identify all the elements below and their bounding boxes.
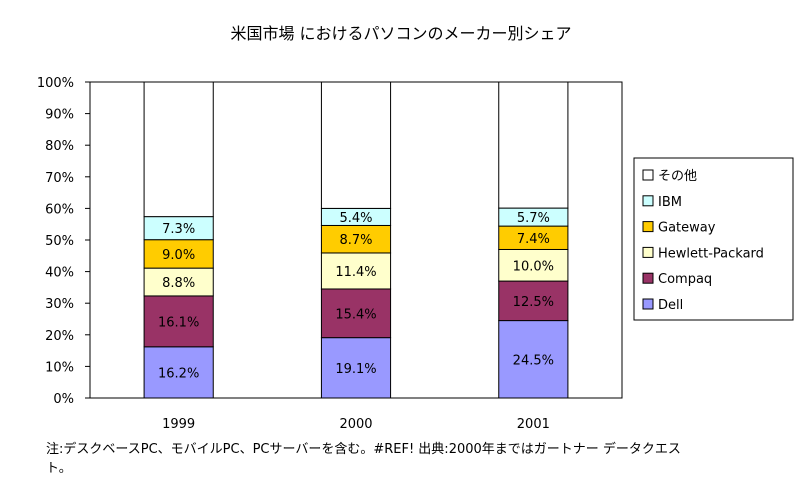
y-tick-label: 60% (45, 202, 74, 217)
legend-swatch (642, 195, 654, 207)
data-label: 8.7% (339, 233, 372, 248)
bar-segment (320, 224, 392, 254)
legend-label: Dell (658, 298, 683, 313)
data-label: 15.4% (335, 307, 376, 322)
data-label: 7.4% (517, 232, 550, 247)
legend-label: Gateway (658, 221, 716, 236)
y-tick-label: 10% (45, 360, 74, 375)
legend-swatch (642, 221, 654, 233)
y-axis: 0% 10% 20% 30% 40% 50% 60% 70% 80% 90% 100% (37, 76, 90, 407)
legend-label: Compaq (658, 272, 712, 287)
data-label: 5.7% (517, 211, 550, 226)
data-label: 24.5% (513, 353, 554, 368)
legend-label: Hewlett-Packard (658, 246, 764, 261)
x-tick-label: 2000 (339, 417, 372, 432)
legend-label: その他 (658, 169, 697, 184)
y-tick-label: 0% (53, 392, 74, 407)
data-label: 16.1% (158, 315, 199, 330)
bar-segment (320, 288, 392, 339)
bar-segment (320, 252, 392, 290)
legend-label: IBM (658, 195, 682, 210)
data-label: 10.0% (513, 259, 554, 274)
data-label: 12.5% (513, 295, 554, 310)
x-axis: 1999 2000 2001 (162, 417, 550, 432)
data-label: 5.4% (339, 211, 372, 226)
legend-swatch (642, 298, 654, 310)
bar-segment (143, 346, 214, 399)
y-tick-label: 40% (45, 266, 74, 281)
y-tick-label: 20% (45, 329, 74, 344)
bar-segment (320, 337, 392, 399)
bar-segment (498, 248, 569, 282)
x-tick-label: 2001 (517, 417, 550, 432)
bars: 16.2% 16.1% 8.8% 9.0% 7.3% 19.1% 15.4% 11.4% 8.7… (143, 81, 569, 399)
data-label: 16.2% (158, 366, 199, 381)
data-label: 11.4% (335, 265, 376, 280)
bar-segment (320, 81, 392, 209)
bar-segment (143, 81, 214, 218)
legend-box (633, 157, 794, 321)
bar-segment (498, 320, 569, 399)
y-tick-label: 50% (45, 234, 74, 249)
bar-segment (143, 239, 214, 269)
data-label: 8.8% (162, 276, 195, 291)
data-label: 7.3% (162, 222, 195, 237)
legend-swatch (642, 272, 654, 284)
data-label: 9.0% (162, 248, 195, 263)
y-tick-label: 90% (45, 108, 74, 123)
footnote: 注:デスクベースPC、モバイルPC、PCサーバーを含む。#REF! 出典:200… (46, 442, 681, 476)
y-tick-label: 80% (45, 139, 74, 154)
legend: その他 IBM Gateway Hewlett-Packard Compaq Dell (633, 157, 794, 321)
bar-segment (143, 295, 214, 348)
bar-segment (143, 267, 214, 297)
y-tick-label: 70% (45, 171, 74, 186)
chart-title: 米国市場 におけるパソコンのメーカー別シェア (230, 24, 571, 43)
legend-swatch (642, 246, 654, 258)
y-tick-label: 100% (37, 76, 74, 91)
legend-swatch (642, 169, 654, 181)
x-tick-label: 1999 (162, 417, 195, 432)
bar-segment (498, 81, 569, 209)
y-tick-label: 30% (45, 297, 74, 312)
data-label: 19.1% (335, 362, 376, 377)
